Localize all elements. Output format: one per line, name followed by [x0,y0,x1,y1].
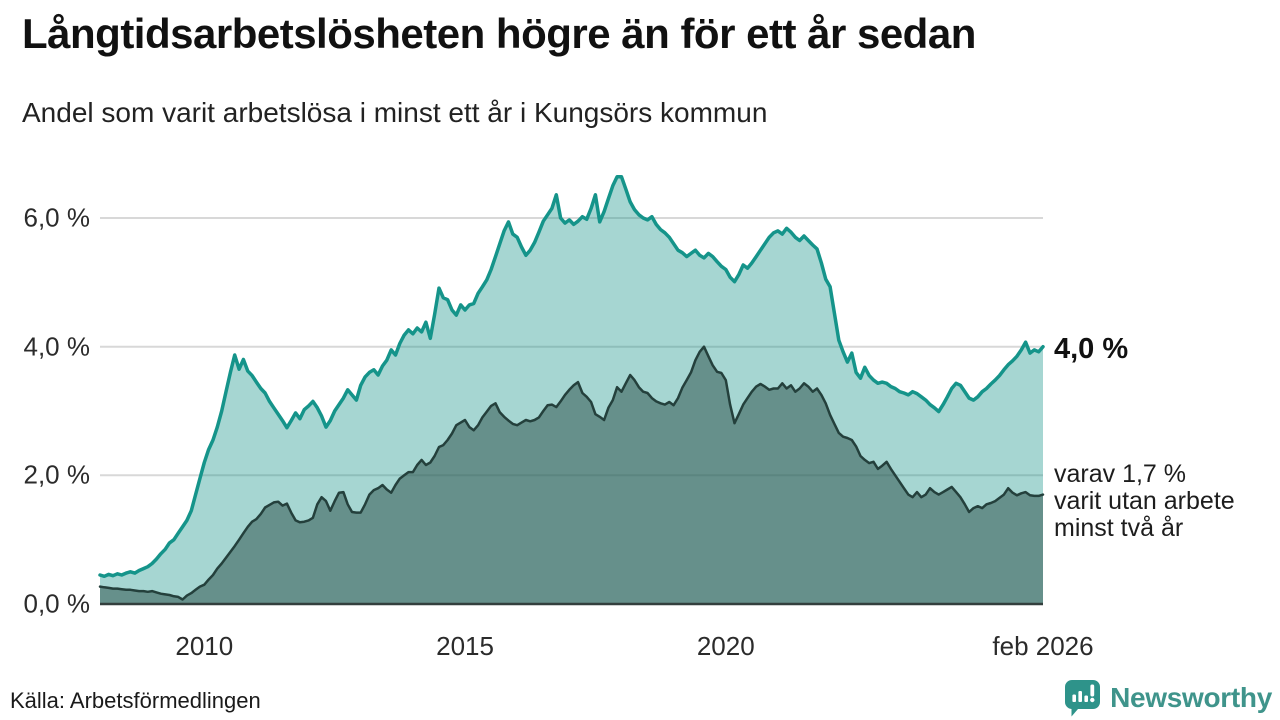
y-axis-tick-label: 2,0 % [23,459,91,490]
newsworthy-icon [1065,680,1101,717]
x-axis-tick-label: feb 2026 [992,631,1094,661]
y-axis-tick-label: 0,0 % [23,588,91,619]
secondary-series-label-line1: varav 1,7 % [1054,460,1187,488]
area-fill-series-2 [100,346,1043,604]
line-series-1 [98,175,1045,579]
newsworthy-wordmark: Newsworthy [1110,682,1272,713]
secondary-series-label: varav 1,7 % varit utan arbete minst två … [1054,461,1235,542]
x-axis-tick-label: 2010 [175,631,234,661]
line-series-2 [98,345,1045,601]
page-subtitle: Andel som varit arbetslösa i minst ett å… [22,97,768,128]
current-value-label: 4,0 % [1054,333,1129,365]
secondary-series-label-line2: varit utan arbete [1054,487,1235,515]
y-axis-tick-label: 4,0 % [23,331,91,362]
x-axis-tick-label: 2015 [436,631,494,661]
source-note: Källa: Arbetsförmedlingen [10,688,261,713]
x-axis-tick-label: 2020 [696,631,755,661]
secondary-series-label-line3: minst två år [1054,514,1184,542]
y-axis-tick-label: 6,0 % [23,202,91,233]
page-title: Långtidsarbetslösheten högre än för ett … [22,10,976,57]
newsworthy-logo: Newsworthy [1064,679,1272,717]
